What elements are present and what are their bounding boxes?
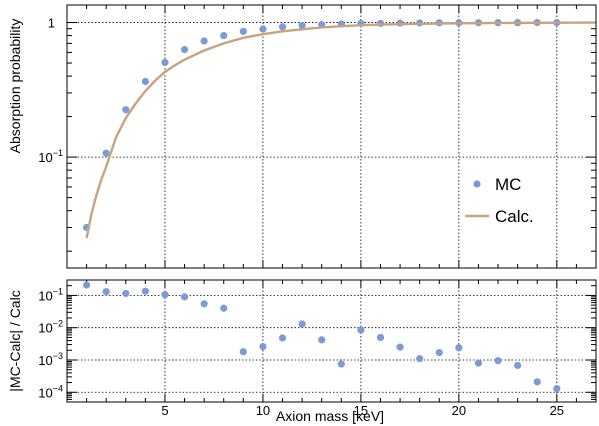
lower-data-point [180,293,189,301]
lower-x-tick-label: 20 [452,403,466,418]
upper-data-point [298,21,306,30]
upper-data-point [122,106,130,114]
lower-y-tick-label-exponent: −2 [53,319,63,329]
lower-data-point [141,287,149,295]
lower-y-tick-label: 10−4 [38,383,63,400]
lower-data-point [494,357,502,365]
lower-y-tick-label-base: 10 [38,385,52,400]
upper-panel: 10−1 1 [38,4,597,269]
lower-data-point [533,378,541,386]
upper-y-axis-title: Absorption probability [7,19,23,154]
lower-y-tick-label-exponent: −1 [53,286,63,296]
upper-frame [66,4,597,269]
lower-panel: 10−410−310−210−15 10 15 20 25 [38,279,597,418]
lower-data-point [220,304,228,312]
lower-data-point [318,336,326,344]
lower-y-tick-label-exponent: −3 [53,351,63,361]
lower-y-tick-label-base: 10 [38,288,52,303]
lower-data-point [259,342,267,351]
lower-y-axis-title: |MC-Calc| / Calc [7,290,23,391]
lower-x-tick-label: 15 [354,403,368,418]
legend-label: Calc. [495,207,534,226]
upper-data-point [161,58,169,67]
lower-data-point [396,343,404,351]
legend-marker-mc [473,180,481,188]
upper-data-point [200,37,208,45]
upper-data-point [141,77,149,86]
lower-data-point [278,334,287,342]
upper-data-point [102,149,110,157]
lower-x-tick-label: 10 [256,403,270,418]
lower-data-point [455,344,463,352]
lower-data-point [553,385,561,393]
lower-data-point [474,359,483,367]
lower-data-point [514,361,522,369]
lower-data-point [435,348,443,357]
lower-data-point [337,360,345,368]
lower-frame [66,279,597,403]
upper-data-point [278,23,287,31]
lower-x-tick-label: 5 [161,403,168,418]
lower-y-tick-label-exponent: −4 [53,383,63,393]
lower-data-point [298,320,306,328]
x-axis-title: Axion mass [keV] [276,408,384,424]
upper-data-point [259,25,267,33]
lower-y-tick-label: 10−1 [38,286,63,303]
lower-y-tick-label-base: 10 [38,353,52,368]
lower-data-point [357,326,365,334]
legend: MC Calc. [465,175,534,226]
upper-data-point [239,27,247,35]
lower-x-tick-label: 25 [550,403,564,418]
lower-data-point [122,289,130,298]
upper-y-tick-label-base: 10 [38,150,52,165]
legend-label: MC [495,175,521,194]
lower-data-point [102,288,110,296]
lower-data-point [82,281,91,289]
upper-data-point [220,31,228,40]
lower-y-tick-label-base: 10 [38,321,52,336]
lower-data-point [416,355,424,363]
lower-y-tick-label: 10−2 [38,319,63,336]
lower-data-point [376,333,385,342]
upper-y-tick-label: 1 [48,16,55,31]
upper-y-tick-label-exponent: −1 [53,148,63,158]
lower-y-tick-label: 10−3 [38,351,63,368]
lower-data-point [161,291,169,299]
upper-y-tick-label: 10−1 [38,148,63,165]
upper-calc-curve [85,21,597,239]
lower-data-point [239,348,247,356]
lower-data-point [200,300,208,308]
upper-data-point [180,45,189,54]
